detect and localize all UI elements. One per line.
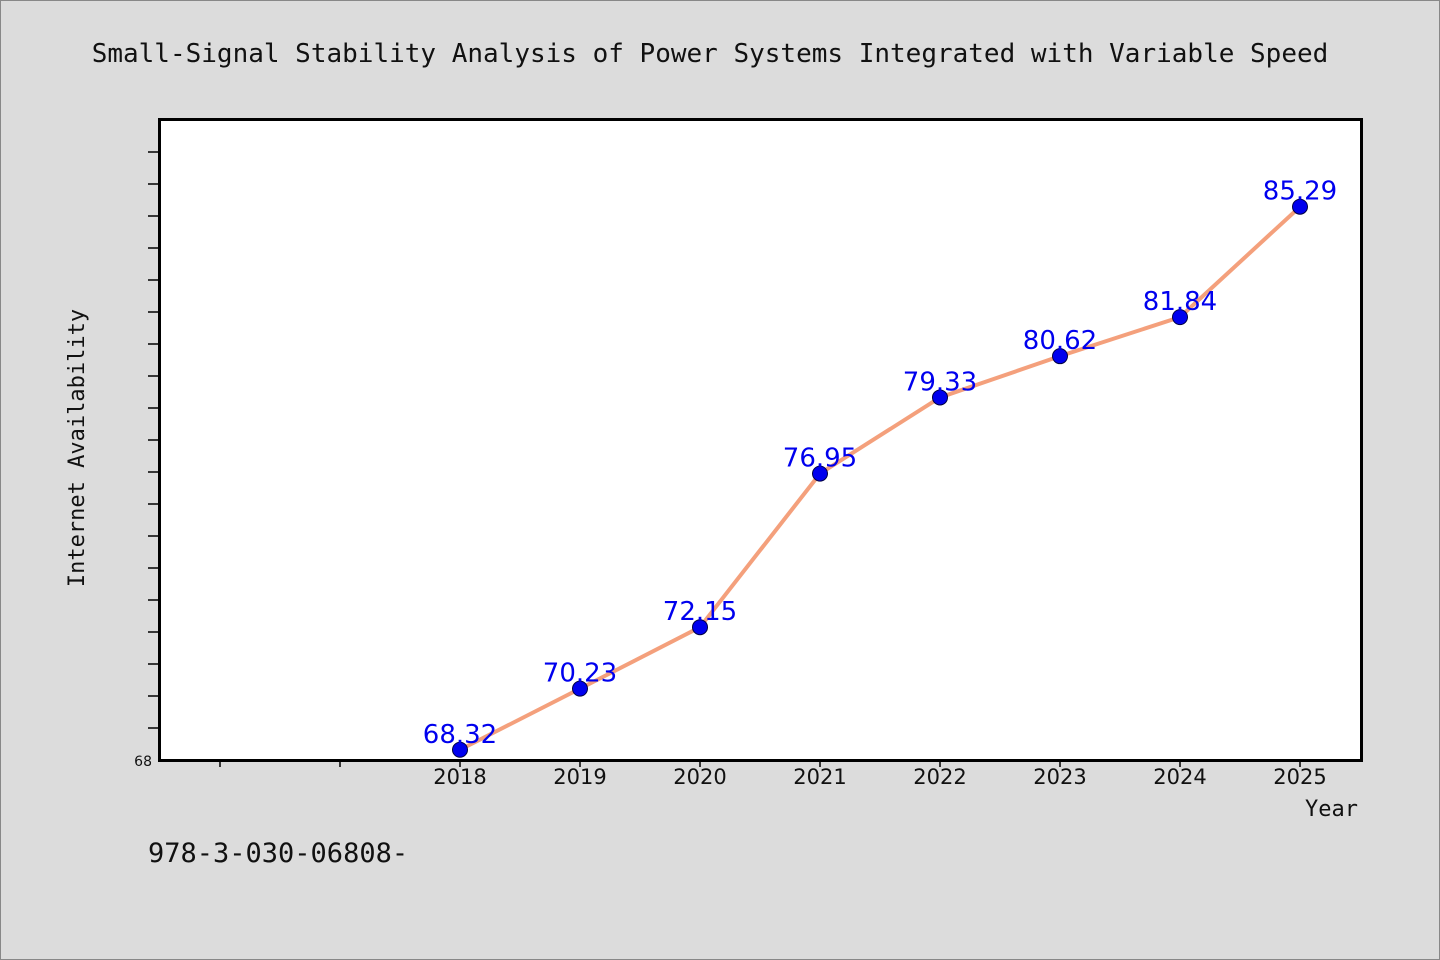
y-axis-ticks <box>148 151 160 729</box>
x-axis-ticks <box>219 760 1301 767</box>
data-point <box>572 680 588 697</box>
x-axis-label: Year <box>1305 797 1358 822</box>
series-layer: 68.32 70.23 72.15 76.95 79.33 80.62 81.84 85.29 <box>423 177 1337 758</box>
x-tick-label: 2019 <box>553 765 606 789</box>
data-point <box>1292 198 1308 215</box>
data-point <box>1052 348 1068 365</box>
data-label: 72.15 <box>663 597 737 627</box>
x-tick-label: 2020 <box>673 765 726 789</box>
data-point <box>812 465 828 482</box>
x-tick-labels: 2018 2019 2020 2021 2022 2023 2024 2025 <box>433 765 1326 789</box>
x-tick-label: 2022 <box>913 765 966 789</box>
chart-title: Small-Signal Stability Analysis of Power… <box>92 39 1329 69</box>
data-label: 76.95 <box>783 444 857 474</box>
y-tick-label: 68 <box>134 754 152 770</box>
plot-area <box>158 118 1363 762</box>
data-label: 79.33 <box>903 367 977 397</box>
data-point <box>932 389 948 406</box>
y-axis-label: Internet Availability <box>65 309 90 587</box>
data-label: 81.84 <box>1143 287 1217 317</box>
data-label: 70.23 <box>543 659 617 689</box>
data-label: 68.32 <box>423 720 497 750</box>
x-tick-label: 2025 <box>1273 765 1326 789</box>
data-point <box>1172 309 1188 326</box>
x-tick-label: 2021 <box>793 765 846 789</box>
series-line <box>458 204 1302 752</box>
data-point <box>452 741 468 758</box>
data-label: 85.29 <box>1263 177 1337 207</box>
data-label: 80.62 <box>1023 326 1097 356</box>
x-tick-label: 2018 <box>433 765 486 789</box>
x-tick-label: 2024 <box>1153 765 1206 789</box>
isbn-footer: 978-3-030-06808- <box>148 838 408 869</box>
x-tick-label: 2023 <box>1033 765 1086 789</box>
data-point <box>692 619 708 636</box>
